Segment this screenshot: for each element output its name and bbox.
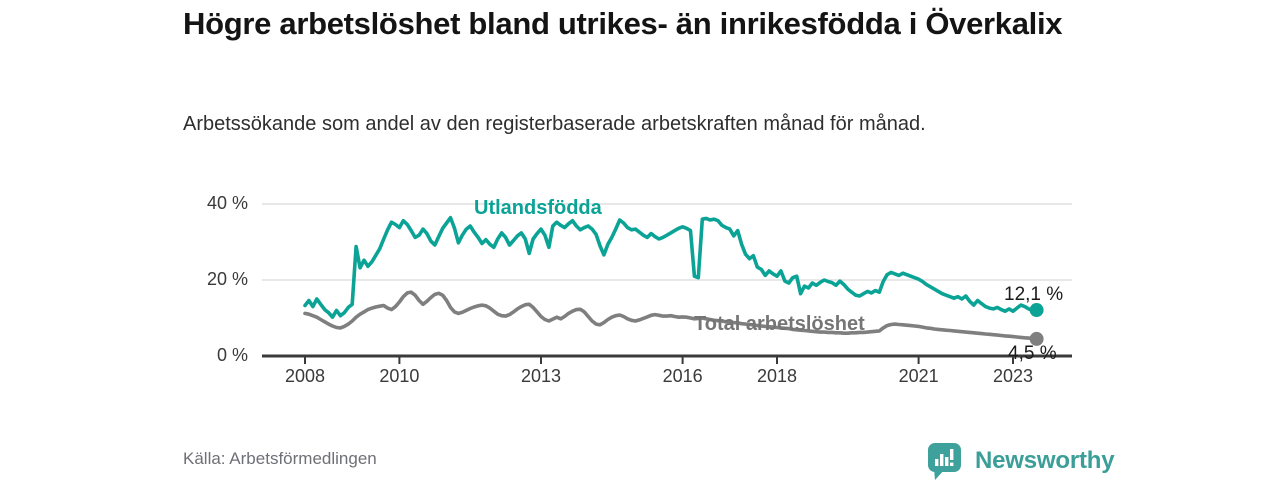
x-tick-label: 2021 — [898, 366, 939, 386]
x-tick-label: 2018 — [756, 366, 798, 386]
y-tick-label: 20 % — [206, 269, 248, 289]
y-tick-label: 0 % — [216, 345, 248, 365]
end-value-utlandsfodda: 12,1 % — [1004, 284, 1064, 305]
series-end-dot-utlandsfodda — [1029, 303, 1044, 318]
newsworthy-wordmark: Newsworthy — [975, 447, 1115, 474]
chart-subtitle: Arbetssökande som andel av den registerb… — [183, 113, 926, 135]
y-tick-label: 40 % — [206, 193, 248, 213]
newsworthy-chart-bubble-icon — [928, 443, 961, 480]
newsworthy-logo: Newsworthy — [926, 441, 1115, 481]
x-tick-label: 2010 — [379, 366, 420, 386]
x-tick-label: 2013 — [520, 366, 562, 386]
series-label-total-arbetsloshet: Total arbetslöshet — [694, 313, 865, 335]
x-tick-label: 2008 — [284, 366, 326, 386]
end-value-total: 4,5 % — [1008, 343, 1057, 364]
series-line-utlandsfodda — [303, 215, 1039, 320]
page-title: Högre arbetslöshet bland utrikes- än inr… — [183, 6, 1063, 41]
series-end-dot-total — [1029, 331, 1044, 346]
series-line-total — [303, 290, 1039, 341]
x-tick-label: 2016 — [662, 366, 703, 386]
series-label-utlandsfodda: Utlandsfödda — [474, 197, 602, 219]
x-tick-label: 2023 — [992, 366, 1034, 386]
source-note: Källa: Arbetsförmedlingen — [183, 449, 377, 468]
